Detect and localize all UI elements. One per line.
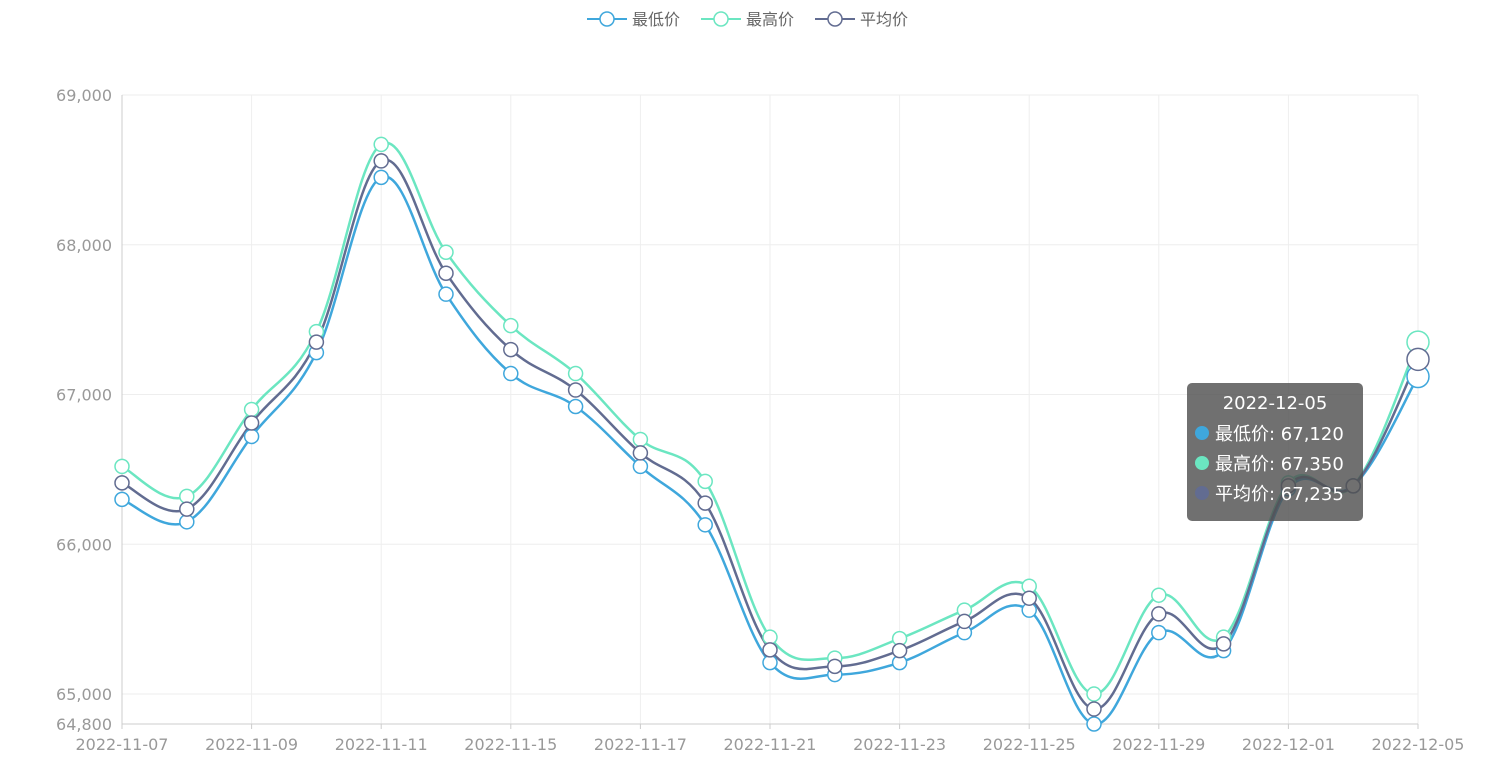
y-tick-label: 66,000 [56,535,112,554]
data-point[interactable] [438,265,454,281]
data-point[interactable] [827,658,843,675]
data-point[interactable] [438,244,454,260]
data-point[interactable] [243,428,260,445]
data-point[interactable] [1086,686,1102,702]
axes: 69,00068,00067,00066,00065,00064,8002022… [56,86,1464,754]
x-tick-label: 2022-11-25 [983,735,1076,754]
x-tick-label: 2022-11-07 [76,735,169,754]
data-point[interactable] [762,629,778,645]
tooltip-value: 最高价: 67,350 [1215,454,1344,475]
x-tick-label: 2022-11-29 [1112,735,1205,754]
x-tick-label: 2022-11-17 [594,735,687,754]
y-tick-label: 64,800 [56,715,112,734]
data-point[interactable] [697,473,713,490]
data-point[interactable] [1151,624,1167,641]
x-tick-label: 2022-12-01 [1242,735,1335,754]
data-point[interactable] [762,654,778,671]
data-point[interactable] [373,169,389,186]
tooltip-value: 最低价: 67,120 [1215,424,1344,445]
data-point[interactable] [373,153,389,169]
data-point[interactable] [114,491,130,508]
x-tick-label: 2022-11-09 [205,735,298,754]
data-point[interactable] [179,488,195,505]
data-point[interactable] [632,431,649,448]
y-tick-label: 69,000 [56,86,112,105]
x-tick-label: 2022-12-05 [1372,735,1465,754]
data-point[interactable] [503,365,519,382]
x-tick-label: 2022-11-15 [464,735,557,754]
data-point[interactable] [1151,606,1167,622]
data-point[interactable] [567,365,584,382]
legend-marker-icon[interactable] [713,11,729,27]
x-tick-label: 2022-11-21 [724,735,817,754]
tooltip-row: 最高价: 67,350 [1195,448,1355,478]
data-point[interactable] [114,475,130,491]
legend-item-label[interactable]: 最高价 [746,10,794,29]
legend-marker-icon[interactable] [827,11,843,27]
data-point[interactable] [891,642,908,659]
data-point[interactable] [308,334,325,350]
tooltip-value: 平均价: 67,235 [1215,484,1344,505]
y-tick-label: 67,000 [56,386,112,405]
x-tick-label: 2022-11-11 [335,735,428,754]
data-point[interactable] [179,501,195,517]
data-point[interactable] [243,401,260,418]
data-point[interactable] [1086,716,1102,732]
y-tick-label: 65,000 [56,685,112,704]
data-point[interactable] [1021,590,1037,606]
tooltip-row: 最低价: 67,120 [1195,418,1355,448]
data-point[interactable] [503,317,519,334]
x-tick-label: 2022-11-23 [853,735,946,754]
legend-marker-icon[interactable] [599,11,615,27]
series-marker-icon [1195,456,1209,470]
chart-tooltip: 2022-12-05 最低价: 67,120 最高价: 67,350 平均价: … [1187,383,1363,521]
data-point[interactable] [1406,347,1430,372]
data-point[interactable] [697,517,713,533]
data-point[interactable] [503,341,519,358]
tooltip-row: 平均价: 67,235 [1195,478,1355,508]
data-point[interactable] [1215,636,1232,652]
data-point[interactable] [373,136,389,153]
data-point[interactable] [1151,587,1167,603]
data-point[interactable] [762,642,778,658]
tooltip-title: 2022-12-05 [1222,393,1328,414]
data-point[interactable] [1086,701,1102,717]
series-marker-icon [1195,486,1209,500]
data-point[interactable] [114,458,130,475]
data-point[interactable] [956,613,973,630]
data-point[interactable] [567,382,584,398]
data-point[interactable] [243,415,260,431]
y-tick-label: 68,000 [56,236,112,255]
legend-item-label[interactable]: 最低价 [632,10,680,29]
data-point[interactable] [438,286,454,302]
data-point[interactable] [697,495,713,511]
legend[interactable]: 最低价 最高价 平均价 [587,10,908,29]
data-point[interactable] [567,398,584,415]
data-point[interactable] [632,445,649,461]
legend-item-label[interactable]: 平均价 [860,10,908,29]
data-point[interactable] [632,458,649,475]
data-point[interactable] [179,514,195,530]
series-marker-icon [1195,426,1209,440]
